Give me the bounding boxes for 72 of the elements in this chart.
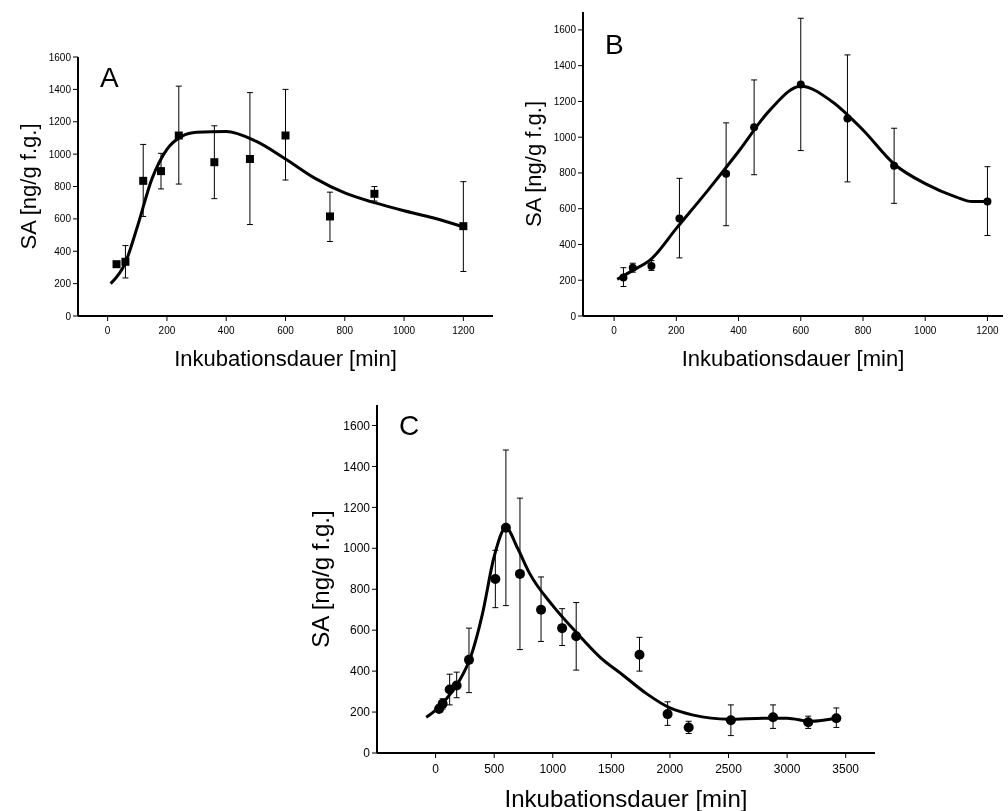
point (514, 568, 525, 579)
point (536, 604, 547, 615)
y-tick-label: 1600 (343, 418, 371, 433)
x-tick-label: 1200 (976, 325, 999, 336)
point (245, 154, 254, 163)
chart-title: A (100, 62, 119, 93)
text: B (605, 29, 624, 60)
x-tick-label: 600 (792, 325, 810, 336)
point (662, 709, 673, 720)
y-tick-label: 200 (559, 274, 577, 286)
y-tick-label: 600 (349, 623, 371, 638)
x-tick-label: 1200 (452, 325, 475, 336)
y-tick-label: 1200 (343, 500, 371, 515)
point (281, 131, 290, 140)
y-axis-title: SA [ng/g f.g.] (521, 101, 546, 227)
point (139, 176, 148, 185)
x-axis-title: Inkubationsdauer [min] (681, 346, 905, 371)
y-tick-label: 200 (349, 705, 371, 720)
point (325, 212, 334, 221)
point (634, 649, 645, 660)
y-tick-label: 0 (570, 310, 577, 322)
y-axis-title: SA [ng/g f.g.] (16, 123, 41, 250)
y-tick-label: 1400 (48, 83, 72, 95)
x-tick-label: 3500 (832, 762, 860, 776)
x-tick-label: 400 (730, 325, 748, 336)
x-tick-label: 3000 (773, 762, 801, 776)
y-tick-label: 0 (65, 310, 72, 322)
point (157, 167, 165, 176)
y-tick-label: 1200 (48, 116, 72, 128)
chart-title: C (399, 410, 420, 441)
y-tick-label: 200 (54, 278, 72, 290)
y-tick-label: 800 (54, 181, 72, 192)
y-tick-label: 600 (54, 213, 72, 225)
x-tick-label: 2000 (656, 762, 684, 776)
x-tick-label: 2500 (715, 762, 743, 776)
y-tick-label: 800 (349, 582, 371, 597)
x-tick-label: 1000 (539, 762, 567, 776)
x-tick-label: 1000 (392, 325, 416, 336)
x-tick-label: 400 (217, 325, 235, 336)
y-tick-label: 1600 (48, 51, 72, 63)
y-tick-label: 1400 (343, 459, 371, 474)
y-tick-label: 1000 (553, 131, 577, 143)
x-tick-label: 0 (611, 325, 618, 336)
y-tick-label: 400 (559, 238, 577, 250)
y-tick-label: 1600 (553, 24, 577, 36)
y-tick-label: 400 (54, 245, 72, 257)
y-tick-label: 1000 (343, 541, 371, 556)
point (210, 158, 219, 167)
y-tick-label: 400 (349, 664, 371, 679)
x-axis-title: Inkubationsdauer [min] (174, 346, 397, 371)
y-tick-label: 600 (559, 203, 577, 215)
x-tick-label: 600 (277, 325, 295, 336)
point (557, 623, 568, 634)
x-tick-label: 0 (432, 762, 440, 776)
x-tick-label: 500 (484, 762, 505, 776)
y-tick-label: 0 (363, 746, 371, 761)
point (722, 169, 731, 178)
x-tick-label: 800 (336, 325, 354, 336)
x-tick-label: 800 (854, 325, 872, 336)
point (370, 189, 379, 198)
y-tick-label: 1000 (48, 148, 72, 160)
x-tick-label: 1500 (598, 762, 626, 776)
point (490, 574, 501, 584)
point (112, 260, 121, 269)
x-tick-label: 0 (104, 325, 111, 336)
x-tick-label: 1000 (914, 325, 937, 336)
y-axis-title: SA [ng/g f.g.] (307, 510, 334, 648)
y-tick-label: 1200 (553, 95, 577, 107)
y-tick-label: 1400 (553, 60, 577, 72)
x-tick-label: 200 (158, 325, 176, 336)
x-tick-label: 200 (667, 325, 686, 336)
y-tick-label: 800 (559, 167, 577, 179)
